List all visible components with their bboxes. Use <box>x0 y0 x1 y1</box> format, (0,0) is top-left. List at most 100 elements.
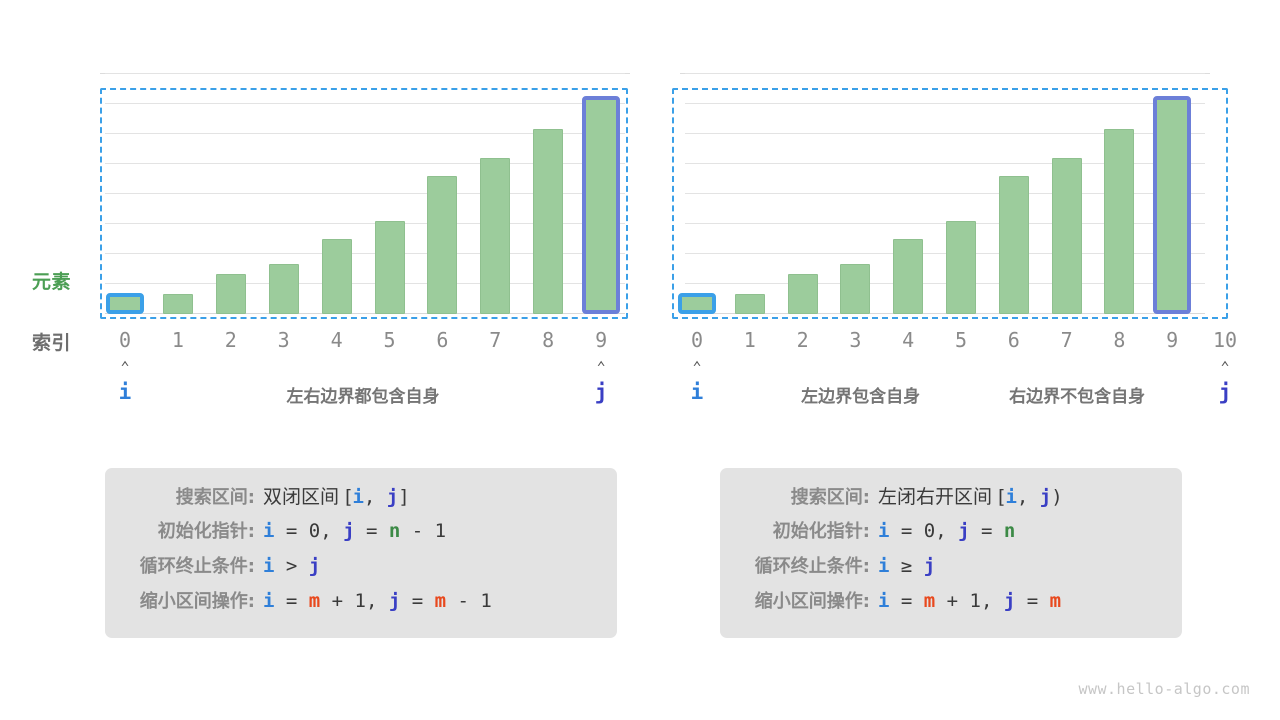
info-row: 循环终止条件: i > j <box>125 552 597 587</box>
range-note-0: 左右边界都包含自身 <box>286 387 440 407</box>
token-plain: = <box>889 590 924 612</box>
token-plain: = <box>969 520 1004 542</box>
x-tick-label: 0 <box>690 328 704 352</box>
info-row: 搜索区间: 左闭右开区间 [i, j) <box>740 482 1162 517</box>
chart-gridline <box>685 133 1205 134</box>
x-tick-label: 1 <box>171 328 184 352</box>
x-tick-label: 3 <box>277 328 290 352</box>
x-tick-label: 4 <box>330 328 343 352</box>
token-plain: = <box>354 520 389 542</box>
info-row-value: i > j <box>255 555 320 577</box>
chart-gridline <box>685 193 1205 194</box>
token-i: i <box>878 520 890 542</box>
info-box-closed-open: 搜索区间: 左闭右开区间 [i, j) 初始化指针: i = 0, j = n 循环终止… <box>720 468 1182 638</box>
bar <box>427 176 458 314</box>
token-i: i <box>263 590 275 612</box>
pointer-label-i: i <box>690 380 704 404</box>
chart-gridline <box>105 253 625 254</box>
info-row-value: i = 0, j = n - 1 <box>255 520 446 542</box>
token-plain: + 1, <box>320 590 389 612</box>
token-plain: ] <box>398 486 410 508</box>
info-row-label: 搜索区间: <box>790 487 870 508</box>
pointer-label-j: j <box>1218 380 1232 404</box>
token-plain: , <box>363 486 387 508</box>
token-j: j <box>923 555 936 577</box>
x-axis-title-index: 索引 <box>32 332 72 354</box>
x-tick-label: 9 <box>595 328 608 352</box>
search-range-dashed-box <box>100 88 628 319</box>
pointer-label-j: j <box>594 380 608 404</box>
token-i: i <box>878 590 890 612</box>
chart-gridline <box>105 73 625 74</box>
info-row-value: 左闭右开区间 [i, j) <box>870 482 1063 509</box>
pointer-caret-j: ⌃ <box>1220 358 1230 376</box>
x-tick-label: 0 <box>118 328 132 352</box>
token-i: i <box>263 555 275 577</box>
chart-gridline <box>685 73 1205 74</box>
token-j: j <box>958 520 970 542</box>
panel-closed-open: 0 1 2 3 4 5 6 7 8 9 10 ⌃ i ⌃ j 左边界包含自身 右边界不包含自身 搜索区间: 左闭右… <box>640 0 1280 720</box>
token-i: i <box>1005 486 1017 508</box>
bar <box>893 239 924 314</box>
x-tick-label: 2 <box>796 328 809 352</box>
token-plain: = 0, <box>274 520 344 542</box>
token-m: m <box>434 590 447 612</box>
chart-gridline <box>685 223 1205 224</box>
info-row-label: 搜索区间: <box>175 487 255 508</box>
token-plain: ) <box>1051 486 1063 508</box>
x-tick-label: 1 <box>743 328 756 352</box>
chart-gridline <box>105 193 625 194</box>
x-tick-label: 4 <box>902 328 915 352</box>
token-m: m <box>1049 590 1062 612</box>
x-tick-label: 3 <box>849 328 862 352</box>
bar <box>321 239 352 314</box>
pointer-caret-i: ⌃ <box>120 358 130 376</box>
bar <box>734 294 765 314</box>
info-row-label: 缩小区间操作: <box>754 591 870 612</box>
x-tick-label: 5 <box>954 328 968 352</box>
pointer-caret-i: ⌃ <box>692 358 702 376</box>
bar-highlight-j <box>1153 96 1192 314</box>
info-box-closed-closed: 搜索区间: 双闭区间 [i, j] 初始化指针: i = 0, j = n - 1 循环… <box>105 468 617 638</box>
site-watermark: www.hello-algo.com <box>1078 680 1250 698</box>
chart-gridline <box>105 133 625 134</box>
chart-gridline <box>685 103 1205 104</box>
info-row: 初始化指针: i = 0, j = n <box>740 517 1162 552</box>
range-note-1: 右边界不包含自身 <box>1009 387 1146 407</box>
token-plain: = <box>274 590 309 612</box>
pointer-label-i: i <box>118 380 132 404</box>
bar <box>533 129 564 314</box>
bar <box>268 264 299 314</box>
bar-highlight-j <box>582 96 621 314</box>
bar-highlight-i <box>678 293 716 314</box>
range-note-0: 左边界包含自身 <box>801 387 921 407</box>
info-row-label: 循环终止条件: <box>754 556 870 577</box>
token-n: n <box>388 520 401 542</box>
search-range-dashed-box <box>672 88 1228 319</box>
x-tick-label: 8 <box>1113 328 1126 352</box>
info-row-label: 初始化指针: <box>772 521 870 542</box>
info-row-label: 循环终止条件: <box>139 556 255 577</box>
token-j: j <box>343 520 355 542</box>
token-m: m <box>923 590 936 612</box>
chart-gridline <box>105 283 625 284</box>
x-tick-label: 10 <box>1212 328 1238 352</box>
info-row-label: 初始化指针: <box>157 521 255 542</box>
token-plain: > <box>274 555 309 577</box>
info-row: 初始化指针: i = 0, j = n - 1 <box>125 517 597 552</box>
chart-gridline <box>105 103 625 104</box>
bar <box>1104 129 1135 314</box>
bar <box>787 274 818 314</box>
bar <box>480 158 511 314</box>
token-j: j <box>386 486 399 508</box>
x-tick-label: 6 <box>436 328 449 352</box>
bar <box>840 264 871 314</box>
token-j: j <box>1039 486 1052 508</box>
bar-highlight-i <box>106 293 144 314</box>
token-plain: - 1 <box>446 590 492 612</box>
token-i: i <box>878 555 890 577</box>
info-row-value: i = m + 1, j = m - 1 <box>255 590 492 612</box>
info-row: 缩小区间操作: i = m + 1, j = m - 1 <box>125 587 597 622</box>
y-axis-title-elements: 元素 <box>32 271 72 293</box>
x-tick-label: 7 <box>1060 328 1073 352</box>
